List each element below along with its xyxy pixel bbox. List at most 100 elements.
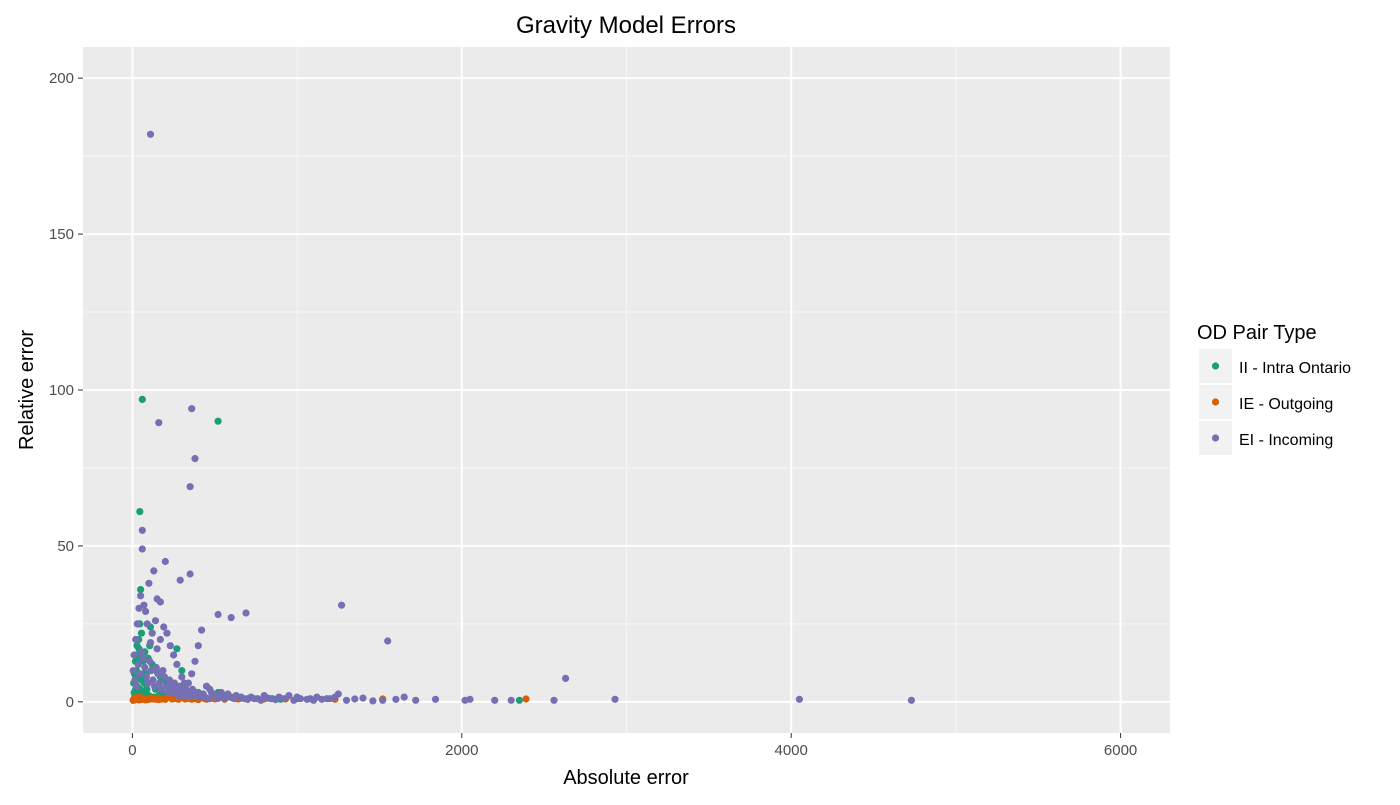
point-incoming xyxy=(260,692,268,700)
point-incoming xyxy=(156,635,164,644)
point-incoming xyxy=(152,663,160,672)
point-incoming xyxy=(392,695,400,703)
point-incoming xyxy=(232,692,240,700)
point-intra-ontario xyxy=(138,395,146,403)
point-incoming xyxy=(149,676,157,684)
point-incoming xyxy=(148,629,156,637)
point-incoming xyxy=(143,620,151,628)
point-incoming xyxy=(145,579,153,587)
point-outgoing xyxy=(139,694,147,703)
point-incoming xyxy=(331,693,339,701)
point-incoming xyxy=(550,696,558,704)
point-incoming xyxy=(254,695,262,703)
point-incoming xyxy=(164,688,172,697)
point-incoming xyxy=(137,648,146,656)
point-incoming xyxy=(133,620,141,628)
point-incoming xyxy=(179,692,187,700)
point-incoming xyxy=(907,696,916,704)
y-tick-label: 50 xyxy=(57,538,74,555)
x-tick-label: 6000 xyxy=(1104,742,1137,759)
point-incoming xyxy=(188,405,196,413)
point-incoming xyxy=(163,629,171,637)
point-incoming xyxy=(227,614,235,622)
legend-label-incoming: EI - Incoming xyxy=(1239,432,1333,449)
point-outgoing xyxy=(522,695,530,703)
point-incoming xyxy=(150,567,158,575)
point-incoming xyxy=(160,623,168,631)
point-incoming xyxy=(562,674,570,683)
point-incoming xyxy=(170,651,178,659)
point-incoming xyxy=(156,679,164,687)
major-gridlines xyxy=(83,47,1170,733)
point-incoming xyxy=(412,696,420,704)
point-incoming xyxy=(186,570,194,578)
point-incoming xyxy=(461,696,469,704)
point-incoming xyxy=(202,682,211,690)
point-incoming xyxy=(342,696,351,704)
point-incoming xyxy=(159,667,167,675)
point-incoming xyxy=(191,455,199,463)
y-axis-ticks: 0 50 100 150 200 xyxy=(49,70,83,711)
y-tick-label: 200 xyxy=(49,70,74,87)
point-incoming xyxy=(156,598,164,606)
point-incoming xyxy=(267,695,275,703)
point-incoming xyxy=(293,693,301,701)
point-outgoing xyxy=(153,694,161,702)
point-intra-ontario xyxy=(136,508,144,516)
point-incoming xyxy=(139,654,147,662)
point-incoming xyxy=(135,604,143,612)
point-incoming xyxy=(142,673,150,681)
point-incoming xyxy=(130,651,138,659)
point-incoming xyxy=(129,667,137,675)
point-incoming xyxy=(313,693,321,701)
point-incoming xyxy=(134,660,142,669)
point-incoming xyxy=(155,419,163,427)
point-intra-ontario xyxy=(133,642,141,650)
point-intra-ontario xyxy=(137,586,145,594)
point-incoming xyxy=(226,693,234,701)
point-incoming xyxy=(247,693,255,701)
point-incoming xyxy=(369,697,377,705)
point-intra-ontario xyxy=(178,667,186,675)
point-incoming xyxy=(323,695,331,703)
x-tick-label: 0 xyxy=(128,742,136,759)
point-incoming xyxy=(198,626,206,634)
point-incoming xyxy=(611,695,619,703)
point-incoming xyxy=(137,592,145,600)
y-axis-label: Relative error xyxy=(16,330,38,450)
point-incoming xyxy=(400,693,408,701)
y-tick-label: 100 xyxy=(49,382,74,399)
chart-title: Gravity Model Errors xyxy=(516,12,736,39)
point-incoming xyxy=(242,609,250,617)
legend-swatch-outgoing xyxy=(1211,398,1220,406)
point-incoming xyxy=(351,695,359,703)
point-incoming xyxy=(188,670,196,678)
point-incoming xyxy=(795,695,804,703)
point-intra-ontario xyxy=(214,417,222,425)
point-incoming xyxy=(146,657,154,665)
x-tick-label: 2000 xyxy=(445,742,478,759)
y-tick-label: 0 xyxy=(66,694,74,711)
point-intra-ontario xyxy=(515,696,524,704)
point-incoming xyxy=(161,557,169,566)
point-intra-ontario xyxy=(143,685,151,693)
legend-label-intra-ontario: II - Intra Ontario xyxy=(1239,360,1351,377)
point-intra-ontario xyxy=(137,629,146,637)
point-incoming xyxy=(132,682,141,690)
legend-swatch-incoming xyxy=(1211,434,1220,442)
point-incoming xyxy=(280,695,288,703)
legend: OD Pair Type II - Intra Ontario IE - Out… xyxy=(1197,322,1351,455)
point-outgoing xyxy=(146,694,155,702)
legend-label-outgoing: IE - Outgoing xyxy=(1239,396,1333,413)
point-incoming xyxy=(180,679,188,687)
point-incoming xyxy=(359,694,367,702)
point-incoming xyxy=(138,526,146,534)
point-incoming xyxy=(166,642,174,650)
data-points xyxy=(129,130,916,705)
point-incoming xyxy=(142,607,150,616)
point-incoming xyxy=(384,637,392,645)
point-incoming xyxy=(507,696,515,704)
point-incoming xyxy=(214,610,222,619)
